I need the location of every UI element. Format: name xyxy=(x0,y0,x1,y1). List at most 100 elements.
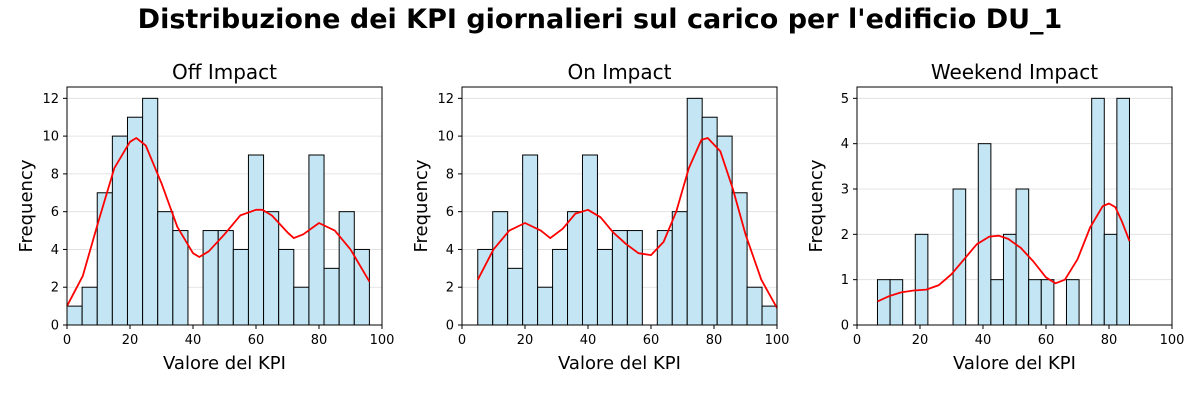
x-axis-label: Valore del KPI xyxy=(953,353,1076,374)
x-tick-label: 40 xyxy=(975,333,992,348)
x-axis-label: Valore del KPI xyxy=(163,353,286,374)
y-tick-label: 4 xyxy=(841,137,849,152)
subplot-title: On Impact xyxy=(568,60,672,84)
y-tick-label: 3 xyxy=(841,183,849,198)
subplot-2: 0 20 40 60 80 100 0 2 4 6 8 10 12 On Impact Valore del… xyxy=(411,60,789,374)
y-tick-label: 10 xyxy=(437,130,454,145)
y-tick-label: 6 xyxy=(51,205,59,220)
histogram-bar xyxy=(111,135,128,326)
histogram-bar xyxy=(889,279,904,326)
histogram-bar xyxy=(552,248,569,326)
histogram-bar xyxy=(1040,279,1055,326)
kde-line xyxy=(877,202,1131,303)
x-tick-label: 20 xyxy=(912,333,929,348)
subplot-title: Weekend Impact xyxy=(931,60,1098,84)
histogram-bar xyxy=(157,211,174,326)
x-tick-label: 80 xyxy=(311,333,328,348)
histogram-bar xyxy=(217,230,234,326)
histogram-bar xyxy=(1015,188,1030,326)
histogram-bar xyxy=(1091,97,1105,326)
histogram-bar xyxy=(492,211,509,326)
y-tick-label: 6 xyxy=(446,205,454,220)
histogram-bar xyxy=(567,211,583,326)
y-tick-label: 4 xyxy=(446,243,454,258)
y-tick-label: 8 xyxy=(446,167,454,182)
histogram-bar xyxy=(172,230,189,326)
kde-line xyxy=(477,137,778,309)
histogram-bar xyxy=(626,230,643,326)
histogram-bar xyxy=(952,188,967,326)
histogram-bar xyxy=(66,305,83,326)
y-tick-label: 12 xyxy=(437,92,454,107)
histogram-bar xyxy=(990,279,1004,326)
histogram-bar xyxy=(701,116,718,326)
y-axis-label: Frequency xyxy=(806,159,827,252)
subplot-title: Off Impact xyxy=(172,60,277,84)
y-tick-label: 5 xyxy=(841,92,849,107)
histogram-bar xyxy=(293,286,310,326)
figure-title: Distribuzione dei KPI giornalieri sul ca… xyxy=(137,4,1063,35)
y-tick-label: 4 xyxy=(51,243,59,258)
histogram-bar xyxy=(247,154,265,326)
y-tick-label: 8 xyxy=(51,167,59,182)
histogram-bar xyxy=(278,248,295,326)
x-tick-label: 100 xyxy=(1160,333,1185,348)
y-tick-label: 10 xyxy=(42,130,59,145)
histogram-bar xyxy=(596,248,613,326)
histogram-bar xyxy=(581,154,598,326)
y-tick-label: 2 xyxy=(51,281,59,296)
histogram-bar xyxy=(671,211,688,326)
histogram-bar xyxy=(1116,97,1130,326)
x-tick-label: 40 xyxy=(580,333,597,348)
x-tick-label: 0 xyxy=(853,333,861,348)
histogram-bar xyxy=(81,286,98,326)
histogram-bar xyxy=(507,267,524,326)
x-tick-label: 20 xyxy=(122,333,139,348)
y-tick-label: 2 xyxy=(446,281,454,296)
histogram-bar xyxy=(263,211,280,326)
y-tick-label: 1 xyxy=(841,273,849,288)
histogram-bar xyxy=(761,305,778,326)
histogram-bar xyxy=(142,97,159,326)
axes-frame xyxy=(66,86,383,326)
x-axis-label: Valore del KPI xyxy=(558,353,681,374)
histogram-bar xyxy=(914,233,929,326)
histogram-bar xyxy=(477,248,494,326)
histogram-bar xyxy=(611,230,628,326)
y-axis-label: Frequency xyxy=(16,159,37,252)
histogram-bar xyxy=(876,279,891,326)
subplot-3: 0 20 40 60 80 100 0 1 2 3 4 5 Weekend Impact Valore d… xyxy=(806,60,1184,374)
y-tick-label: 12 xyxy=(42,92,59,107)
y-tick-label: 0 xyxy=(841,319,849,334)
histogram-bar xyxy=(96,192,113,326)
histogram-bar xyxy=(126,116,144,326)
histogram-bar xyxy=(686,97,703,326)
x-tick-label: 60 xyxy=(1038,333,1055,348)
x-tick-label: 0 xyxy=(458,333,466,348)
kde-line xyxy=(66,137,371,307)
x-tick-label: 100 xyxy=(370,333,395,348)
y-axis-label: Frequency xyxy=(411,159,432,252)
axes-frame xyxy=(856,86,1173,326)
histogram-bar xyxy=(746,286,763,326)
histogram-bar xyxy=(1065,279,1080,326)
x-tick-label: 80 xyxy=(1101,333,1118,348)
x-tick-label: 60 xyxy=(248,333,265,348)
histogram-bar xyxy=(308,154,325,326)
histogram-bar xyxy=(1002,233,1017,326)
y-tick-label: 2 xyxy=(841,228,849,243)
y-tick-label: 0 xyxy=(51,319,59,334)
histogram-bar xyxy=(232,248,249,326)
x-tick-label: 20 xyxy=(517,333,534,348)
x-tick-label: 0 xyxy=(63,333,71,348)
x-tick-label: 40 xyxy=(185,333,202,348)
y-tick-label: 0 xyxy=(446,319,454,334)
x-tick-label: 60 xyxy=(643,333,660,348)
subplot-1: 0 20 40 60 80 100 0 2 4 6 8 10 12 Off Impact Valore de… xyxy=(16,60,394,374)
histogram-bar xyxy=(537,286,554,326)
histogram-bar xyxy=(1103,233,1118,326)
histogram-bar xyxy=(977,143,992,326)
histogram-bar xyxy=(323,267,340,326)
histogram-bar xyxy=(1028,279,1042,326)
